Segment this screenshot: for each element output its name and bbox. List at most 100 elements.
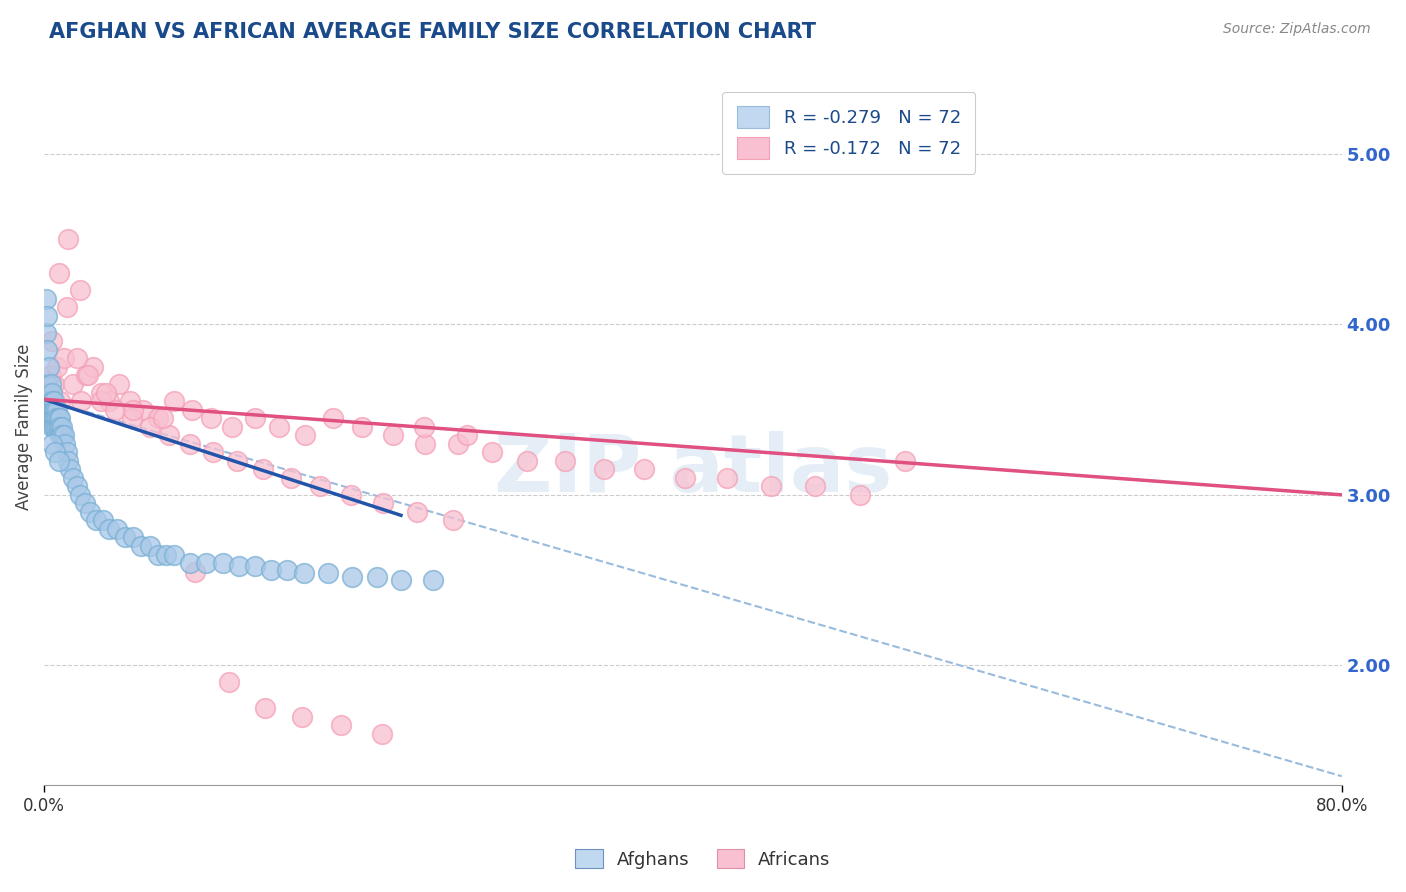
Point	[633, 462, 655, 476]
Point	[329, 718, 352, 732]
Point	[39, 368, 62, 383]
Point	[39, 376, 62, 391]
Point	[592, 462, 614, 476]
Point	[49, 394, 72, 409]
Point	[94, 385, 117, 400]
Point	[37, 343, 59, 357]
Point	[132, 402, 155, 417]
Point	[201, 445, 224, 459]
Point	[412, 419, 434, 434]
Point	[51, 419, 73, 434]
Point	[84, 513, 107, 527]
Point	[46, 359, 69, 374]
Point	[48, 419, 70, 434]
Point	[370, 726, 392, 740]
Point	[41, 436, 63, 450]
Point	[42, 376, 65, 391]
Point	[114, 531, 136, 545]
Point	[91, 513, 114, 527]
Point	[65, 351, 87, 366]
Point	[35, 292, 58, 306]
Point	[38, 359, 60, 374]
Point	[276, 563, 298, 577]
Point	[211, 556, 233, 570]
Point	[481, 445, 503, 459]
Point	[58, 232, 80, 246]
Point	[105, 522, 128, 536]
Point	[716, 471, 738, 485]
Point	[46, 402, 69, 417]
Point	[49, 428, 72, 442]
Point	[42, 419, 65, 434]
Point	[77, 368, 100, 383]
Point	[49, 411, 72, 425]
Point	[44, 411, 66, 425]
Point	[39, 411, 62, 425]
Point	[243, 559, 266, 574]
Point	[516, 454, 538, 468]
Point	[447, 436, 470, 450]
Point	[39, 394, 62, 409]
Point	[120, 394, 142, 409]
Point	[228, 559, 250, 574]
Point	[366, 570, 388, 584]
Point	[260, 563, 283, 577]
Point	[70, 394, 93, 409]
Point	[41, 419, 63, 434]
Point	[413, 436, 436, 450]
Point	[62, 471, 84, 485]
Point	[350, 419, 373, 434]
Point	[37, 309, 59, 323]
Point	[146, 548, 169, 562]
Point	[554, 454, 576, 468]
Point	[371, 496, 394, 510]
Point	[339, 488, 361, 502]
Point	[41, 411, 63, 425]
Legend: R = -0.279   N = 72, R = -0.172   N = 72: R = -0.279 N = 72, R = -0.172 N = 72	[723, 92, 976, 174]
Point	[316, 566, 339, 581]
Point	[157, 428, 180, 442]
Point	[56, 300, 79, 314]
Point	[107, 376, 129, 391]
Point	[252, 462, 274, 476]
Point	[62, 376, 84, 391]
Point	[280, 471, 302, 485]
Point	[49, 419, 72, 434]
Point	[243, 411, 266, 425]
Point	[138, 419, 160, 434]
Point	[218, 675, 240, 690]
Point	[894, 454, 917, 468]
Point	[322, 411, 344, 425]
Point	[179, 556, 201, 570]
Point	[163, 394, 186, 409]
Point	[292, 566, 315, 581]
Point	[269, 419, 291, 434]
Point	[42, 411, 65, 425]
Point	[308, 479, 330, 493]
Point	[673, 471, 696, 485]
Y-axis label: Average Family Size: Average Family Size	[15, 343, 32, 510]
Point	[849, 488, 872, 502]
Point	[226, 454, 249, 468]
Point	[41, 394, 63, 409]
Point	[121, 411, 143, 425]
Point	[122, 531, 145, 545]
Point	[53, 436, 76, 450]
Point	[82, 359, 104, 374]
Point	[342, 570, 364, 584]
Point	[104, 402, 127, 417]
Point	[90, 385, 112, 400]
Point	[38, 394, 60, 409]
Point	[294, 428, 316, 442]
Text: AFGHAN VS AFRICAN AVERAGE FAMILY SIZE CORRELATION CHART: AFGHAN VS AFRICAN AVERAGE FAMILY SIZE CO…	[49, 22, 817, 42]
Point	[42, 394, 65, 409]
Point	[41, 402, 63, 417]
Point	[131, 539, 153, 553]
Point	[389, 573, 412, 587]
Point	[39, 402, 62, 417]
Point	[48, 411, 70, 425]
Point	[52, 351, 75, 366]
Point	[441, 513, 464, 527]
Point	[59, 462, 82, 476]
Point	[69, 283, 91, 297]
